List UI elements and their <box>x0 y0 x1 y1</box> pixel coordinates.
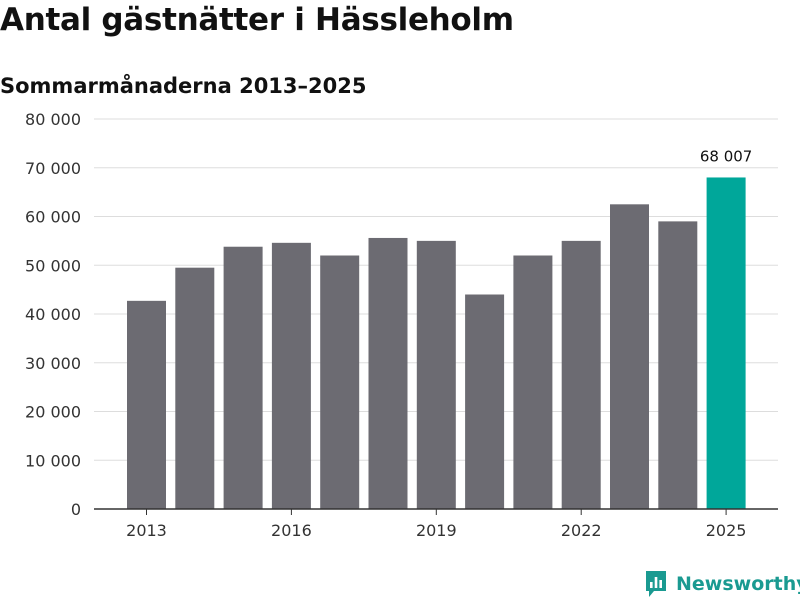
bars <box>127 177 746 509</box>
data-label: 68 007 <box>700 147 753 165</box>
bar <box>706 177 746 509</box>
y-tick-label: 0 <box>71 500 81 519</box>
y-tick-label: 10 000 <box>25 451 81 470</box>
x-tick-label: 2025 <box>706 521 747 540</box>
y-tick-label: 80 000 <box>25 110 81 129</box>
y-tick-label: 20 000 <box>25 403 81 422</box>
bar <box>561 240 601 509</box>
brand-name: Newsworthy <box>676 573 800 595</box>
bar <box>416 240 456 509</box>
y-tick-label: 50 000 <box>25 256 81 275</box>
data-labels: 68 007 <box>700 147 753 165</box>
bar <box>127 300 166 509</box>
bar <box>465 294 505 509</box>
chart-subtitle: Sommarmånaderna 2013–2025 <box>0 74 367 98</box>
newsworthy-logo-icon <box>646 571 666 597</box>
x-tick-label: 2019 <box>416 521 457 540</box>
x-tick-label: 2022 <box>561 521 602 540</box>
bar <box>271 242 311 509</box>
bar <box>610 204 649 509</box>
bar <box>513 255 553 509</box>
x-tick-label: 2016 <box>271 521 312 540</box>
bar <box>368 237 408 509</box>
bar <box>223 246 263 509</box>
bar <box>658 221 698 509</box>
y-axis-ticks: 0 10 000 20 000 30 000 40 000 50 000 60 000 70 … <box>25 110 81 519</box>
y-tick-label: 30 000 <box>25 354 81 373</box>
newsworthy-logo: Newsworthy <box>644 569 800 599</box>
x-axis: 2013 2016 2019 2022 2025 <box>94 508 778 540</box>
y-tick-label: 70 000 <box>25 159 81 178</box>
bar <box>175 267 215 509</box>
chart-title: Antal gästnätter i Hässleholm <box>0 2 514 38</box>
bar <box>320 255 360 509</box>
y-tick-label: 40 000 <box>25 305 81 324</box>
y-tick-label: 60 000 <box>25 208 81 227</box>
x-tick-label: 2013 <box>126 521 167 540</box>
